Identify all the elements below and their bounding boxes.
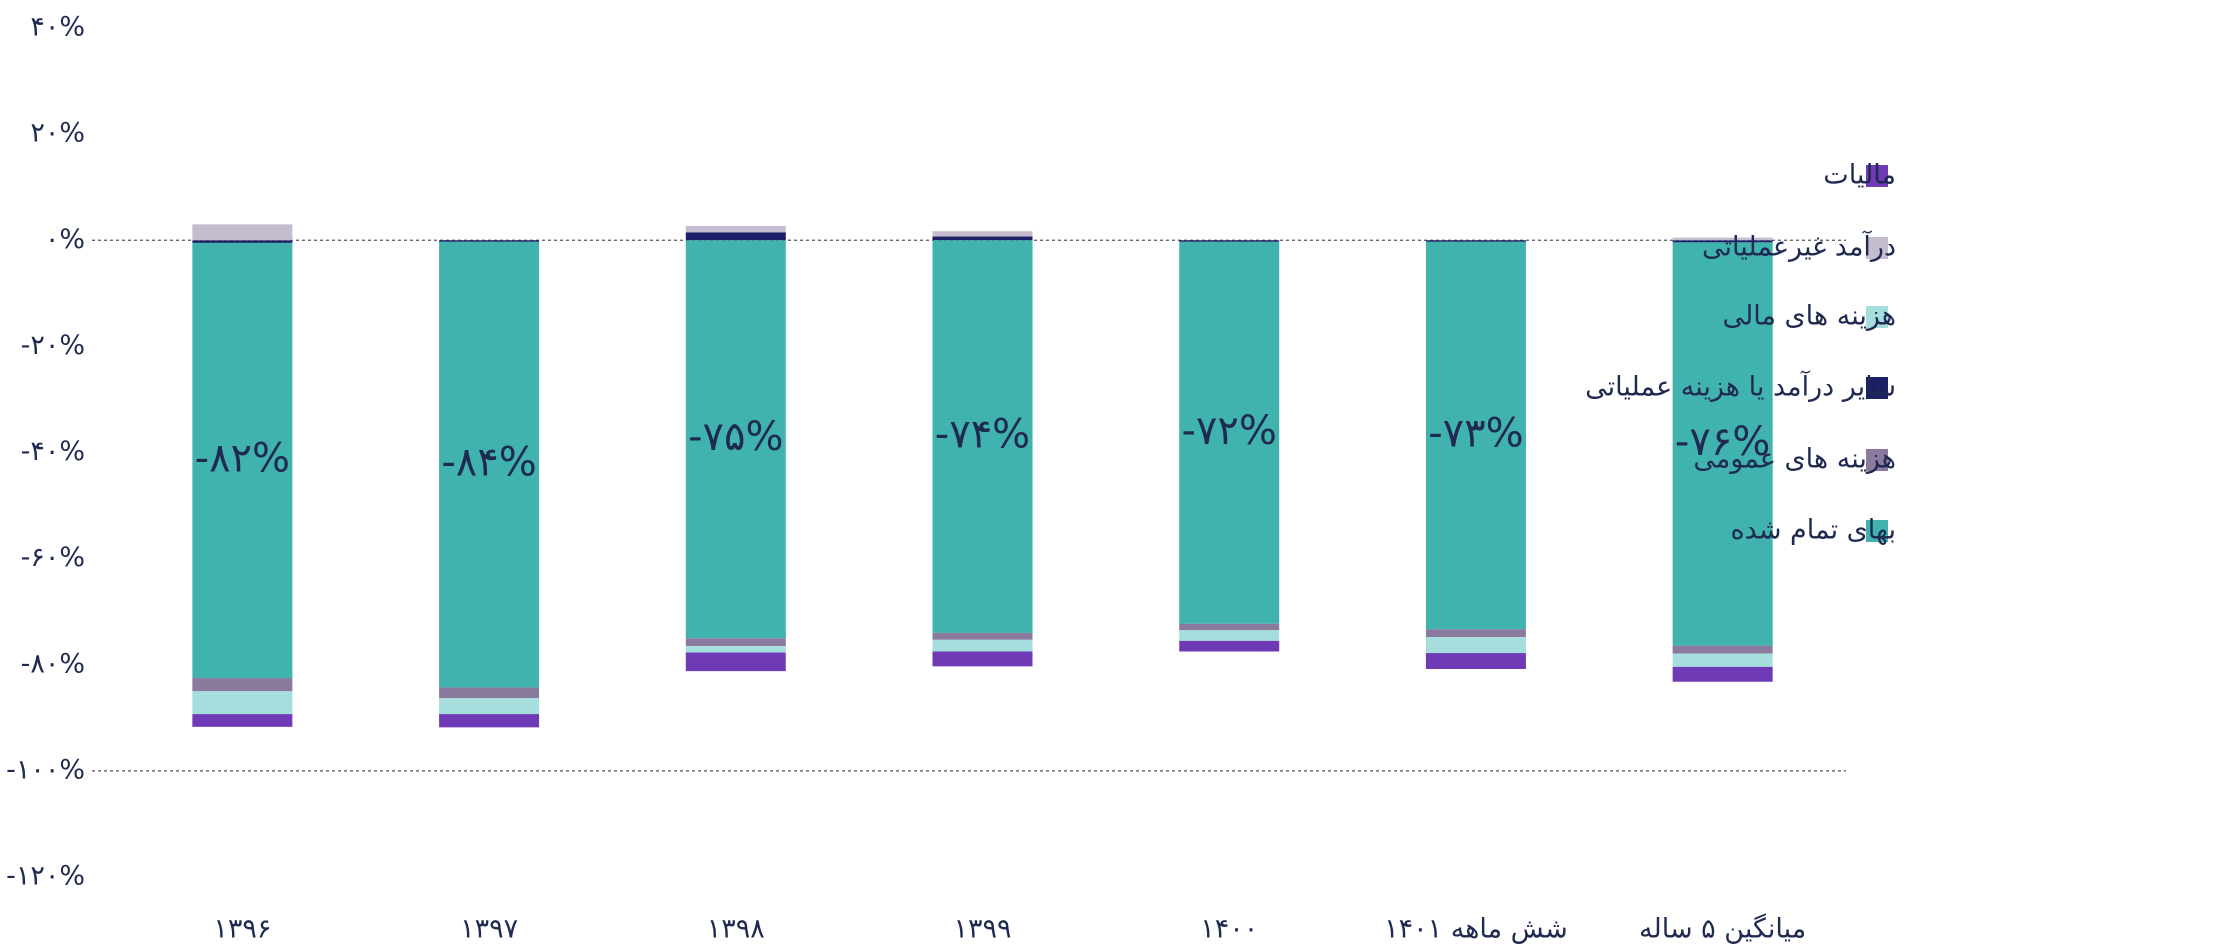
bar-segment	[1672, 240, 1773, 243]
bar-segment	[1179, 241, 1280, 624]
legend-label: بهای تمام شده	[1731, 515, 1897, 546]
y-tick-label: ۰%	[45, 224, 85, 255]
data-label: -۷۵%	[688, 414, 783, 460]
legend-label: سایر درآمد یا هزینه عملیاتی	[1585, 371, 1896, 403]
bar-segment	[439, 714, 540, 728]
legend-swatch	[1866, 377, 1888, 399]
bar-segment	[1179, 623, 1280, 631]
bar-segment	[439, 698, 540, 715]
bar-segment	[1672, 645, 1773, 654]
bar-segment	[1425, 637, 1526, 654]
bar-segment	[685, 646, 786, 653]
x-tick-label: ۱۳۹۹	[953, 914, 1011, 945]
bar-segment	[932, 632, 1033, 640]
bar-segment	[1672, 242, 1773, 646]
x-tick-label: ۱۴۰۰	[1200, 914, 1258, 945]
bar-segment	[932, 651, 1033, 667]
bar-segment	[192, 242, 293, 679]
y-tick-label: -۲۰%	[21, 330, 85, 361]
bar-segment	[1179, 630, 1280, 641]
bar-segment	[932, 639, 1033, 652]
legend-swatch	[1866, 520, 1888, 542]
bar-segment	[932, 236, 1033, 241]
x-tick-label: میانگین ۵ ساله	[1639, 913, 1806, 945]
x-tick-label: ۱۳۹۶	[213, 914, 271, 945]
bar-segment	[1672, 237, 1773, 241]
bar-segment	[1672, 653, 1773, 667]
bar-segment	[685, 232, 786, 241]
bar-segment	[1425, 629, 1526, 638]
data-label: -۸۲%	[195, 435, 290, 481]
bar-segment	[1425, 653, 1526, 669]
legend-swatch	[1866, 449, 1888, 471]
y-tick-label: -۱۲۰%	[6, 861, 85, 892]
bar-segment	[439, 241, 540, 688]
y-tick-label: -۶۰%	[21, 542, 85, 573]
data-label: -۸۴%	[441, 440, 536, 486]
y-tick-label: -۴۰%	[21, 436, 85, 467]
bar-segment	[685, 225, 786, 233]
legend-swatch	[1866, 237, 1888, 259]
data-label: -۷۶%	[1675, 419, 1770, 465]
legend-swatch	[1866, 165, 1888, 187]
bar-segment	[192, 691, 293, 715]
data-label: -۷۲%	[1182, 408, 1277, 454]
bar-segment	[1425, 241, 1526, 630]
data-label: -۷۴%	[935, 412, 1030, 458]
bar-segment	[1672, 666, 1773, 682]
bar-segment	[685, 638, 786, 647]
bar-segment	[192, 714, 293, 727]
legend-label: درآمد غیرعملیاتی	[1702, 231, 1896, 263]
x-tick-label: شش ماهه ۱۴۰۱	[1384, 914, 1568, 945]
data-label: -۷۳%	[1428, 411, 1523, 457]
bar-segment	[685, 240, 786, 639]
bar-segment	[439, 687, 540, 699]
bar-segment	[192, 240, 293, 243]
y-tick-label: -۱۰۰%	[6, 754, 85, 785]
bar-segment	[1425, 240, 1526, 242]
bar-segment	[685, 652, 786, 672]
x-tick-label: ۱۳۹۸	[707, 914, 765, 945]
x-tick-label: ۱۳۹۷	[460, 914, 518, 945]
y-tick-label: ۲۰%	[30, 118, 85, 149]
bar-segment	[439, 240, 540, 242]
legend-swatch	[1866, 306, 1888, 328]
bar-segment	[1179, 640, 1280, 652]
bar-segment	[192, 224, 293, 241]
legend-label: مالیات	[1823, 160, 1896, 191]
y-tick-label: ۴۰%	[30, 12, 85, 43]
bar-segment	[932, 240, 1033, 633]
legend-label: هزینه های مالی	[1723, 301, 1896, 332]
bar-segment	[1179, 240, 1280, 242]
legend-label: هزینه های عمومی	[1693, 444, 1896, 475]
y-tick-label: -۸۰%	[21, 648, 85, 679]
bar-segment	[192, 678, 293, 692]
bar-segment	[932, 231, 1033, 237]
